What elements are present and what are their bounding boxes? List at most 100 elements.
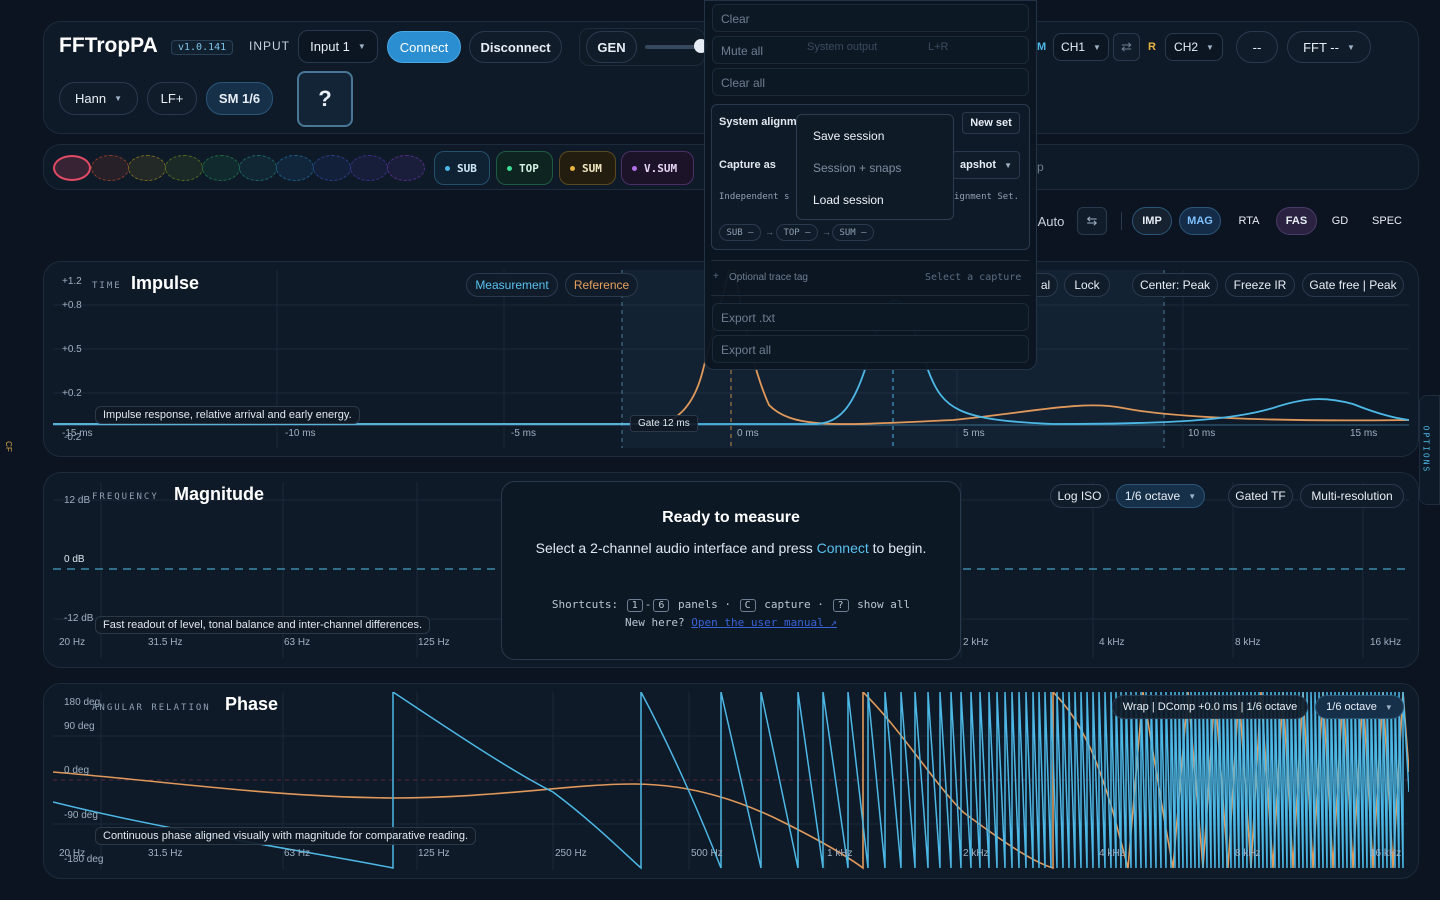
capture-extra-text: p <box>1037 160 1044 174</box>
lock-button[interactable]: Lock <box>1064 273 1110 297</box>
system-output-select[interactable]: System output <box>807 41 878 53</box>
menu-divider <box>711 295 1030 296</box>
disconnect-button[interactable]: Disconnect <box>469 31 562 63</box>
connect-button[interactable]: Connect <box>387 31 461 63</box>
capture-slot[interactable] <box>128 155 166 181</box>
freeze-ir-button[interactable]: Freeze IR <box>1225 273 1295 297</box>
lf-button[interactable]: LF+ <box>147 82 197 115</box>
input-label: INPUT <box>249 39 290 53</box>
chain-sub[interactable]: SUB – <box>719 224 761 241</box>
smoothing-button[interactable]: SM 1/6 <box>206 82 273 115</box>
save-session-item[interactable]: Save session <box>813 129 885 143</box>
menu-clear[interactable]: Clear <box>712 4 1029 32</box>
x-tick: -5 ms <box>511 428 536 439</box>
x-tick: 2 kHz <box>963 637 989 648</box>
generator-button[interactable]: GEN <box>586 31 637 63</box>
key-6: 6 <box>653 599 670 612</box>
view-imp-button[interactable]: IMP <box>1132 207 1172 235</box>
session-snaps-item[interactable]: Session + snaps <box>813 161 902 175</box>
x-tick: 125 Hz <box>418 637 450 648</box>
chevron-down-icon: ▼ <box>1188 491 1197 501</box>
x-tick: 1 kHz <box>827 848 853 859</box>
y-tick: 12 dB <box>64 495 91 506</box>
connect-link[interactable]: Connect <box>816 540 869 556</box>
phase-plot <box>53 692 1409 870</box>
capture-slot[interactable] <box>53 155 91 181</box>
capture-slot[interactable] <box>350 155 388 181</box>
x-tick: 125 Hz <box>418 848 450 859</box>
x-tick: 16 kHz <box>1370 637 1402 648</box>
impulse-tool-partial[interactable]: al <box>1034 273 1058 297</box>
key-1: 1 <box>626 599 643 612</box>
view-fas-button[interactable]: FAS <box>1276 207 1317 235</box>
view-rta-button[interactable]: RTA <box>1238 215 1260 227</box>
phase-octave-select[interactable]: 1/6 octave ▼ <box>1315 695 1404 719</box>
capture-slot[interactable] <box>276 155 314 181</box>
delay-readout[interactable]: -- <box>1236 31 1278 63</box>
swap-view-button[interactable]: ⇆ <box>1077 207 1107 235</box>
measurement-toggle[interactable]: Measurement <box>466 273 558 297</box>
reference-toggle[interactable]: Reference <box>565 273 638 297</box>
channel-chip-top[interactable]: TOP <box>496 151 553 185</box>
trace-tag-plus-icon: + <box>713 271 719 282</box>
view-gd-button[interactable]: GD <box>1331 215 1349 227</box>
y-tick: +0.2 <box>62 388 82 399</box>
capture-as-label: Capture as <box>719 159 776 171</box>
capture-slot[interactable] <box>165 155 203 181</box>
independent-label: Independent s <box>719 192 790 202</box>
log-iso-button[interactable]: Log ISO <box>1050 484 1109 508</box>
capture-slot[interactable] <box>202 155 240 181</box>
channel-chip-sum[interactable]: SUM <box>559 151 616 185</box>
user-manual-link[interactable]: Open the user manual ↗ <box>691 616 837 629</box>
alignment-set-label: ignment Set. <box>954 192 1020 202</box>
x-tick: 31.5 Hz <box>148 848 183 859</box>
auto-button[interactable]: Auto <box>1037 213 1065 229</box>
ch1-select[interactable]: CH1 ▼ <box>1053 33 1109 61</box>
y-tick: -90 deg <box>64 810 98 821</box>
multi-resolution-button[interactable]: Multi-resolution <box>1300 484 1404 508</box>
export-all-button[interactable]: Export all <box>712 335 1029 363</box>
swap-channels-button[interactable]: ⇄ <box>1113 33 1140 61</box>
capture-slot[interactable] <box>239 155 277 181</box>
y-tick: 0 dB <box>64 554 85 565</box>
help-button[interactable]: ? <box>297 71 353 127</box>
chevron-down-icon: ▼ <box>1384 702 1393 712</box>
y-tick: +0.8 <box>62 300 82 311</box>
channel-chip-vsum[interactable]: V.SUM <box>621 151 694 185</box>
gate-label[interactable]: Gate 12 ms <box>630 415 698 432</box>
load-session-item[interactable]: Load session <box>813 193 884 207</box>
view-spec-button[interactable]: SPEC <box>1372 215 1402 227</box>
menu-clear-all[interactable]: Clear all <box>712 68 1029 96</box>
gate-mode-button[interactable]: Gate free | Peak <box>1302 273 1404 297</box>
chevron-down-icon: ▼ <box>114 94 122 103</box>
capture-slot[interactable] <box>387 155 425 181</box>
magnitude-octave-select[interactable]: 1/6 octave ▼ <box>1116 484 1205 508</box>
capture-slot[interactable] <box>91 155 129 181</box>
menu-mute-all[interactable]: Mute all <box>712 36 1029 64</box>
window-select[interactable]: Hann ▼ <box>59 82 138 115</box>
center-peak-button[interactable]: Center: Peak <box>1132 273 1218 297</box>
y-tick: +0.5 <box>62 344 82 355</box>
new-set-button[interactable]: New set <box>962 112 1020 134</box>
chain-sum[interactable]: SUM – <box>832 224 874 241</box>
fft-select[interactable]: FFT -- ▼ <box>1287 31 1371 63</box>
x-tick: 500 Hz <box>691 848 723 859</box>
snapshot-select[interactable]: apshot ▼ <box>952 151 1020 179</box>
channel-chip-sub[interactable]: SUB <box>434 151 490 185</box>
optional-trace-tag[interactable]: Optional trace tag <box>729 272 808 283</box>
gated-tf-button[interactable]: Gated TF <box>1228 484 1293 508</box>
y-tick: -0.2 <box>64 432 82 443</box>
capture-slot[interactable] <box>313 155 351 181</box>
lr-select[interactable]: L+R <box>928 41 949 53</box>
wrap-settings-button[interactable]: Wrap | DComp +0.0 ms | 1/6 octave <box>1112 695 1308 719</box>
input-select[interactable]: Input 1 ▼ <box>298 30 378 63</box>
view-divider <box>1121 212 1122 230</box>
ch2-select[interactable]: CH2 ▼ <box>1165 33 1223 61</box>
chevron-down-icon: ▼ <box>1093 42 1101 52</box>
export-txt-button[interactable]: Export .txt <box>712 303 1029 331</box>
magnitude-title: Magnitude <box>174 484 264 504</box>
chain-top[interactable]: TOP – <box>776 224 818 241</box>
new-here-line: New here? Open the user manual ↗ <box>625 616 837 629</box>
view-mag-button[interactable]: MAG <box>1179 207 1221 235</box>
generator-level-slider[interactable] <box>645 45 700 49</box>
